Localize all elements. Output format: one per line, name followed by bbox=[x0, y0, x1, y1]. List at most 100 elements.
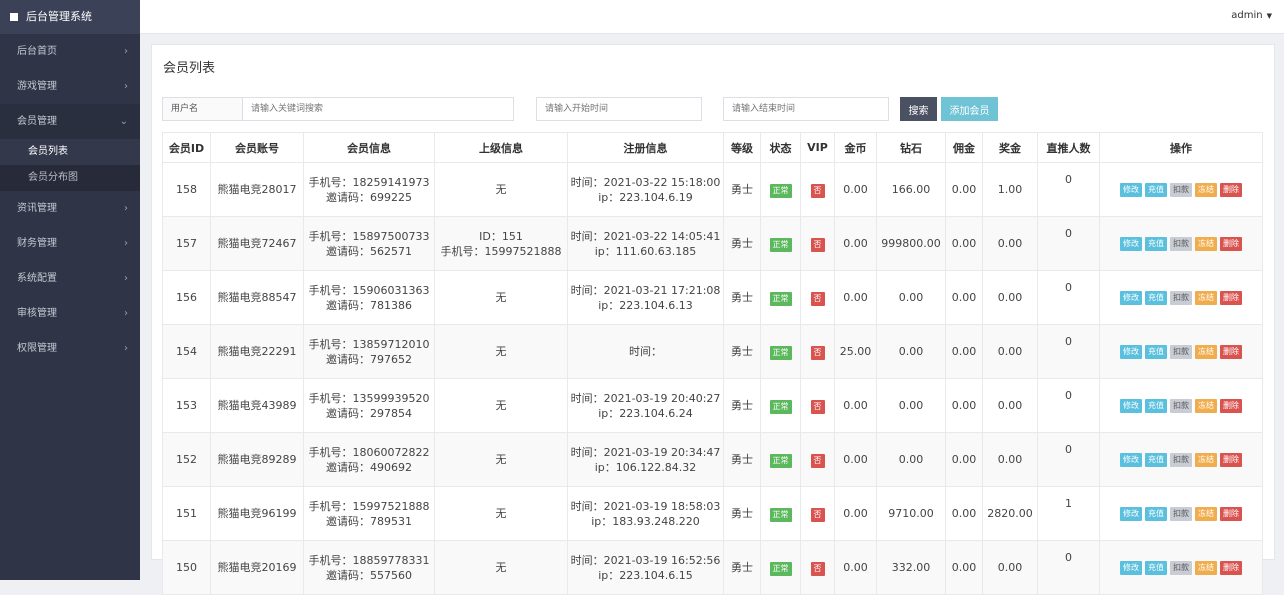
user-name: admin bbox=[1231, 10, 1263, 21]
direct-referrals: 0 bbox=[1037, 324, 1100, 379]
recharge-button[interactable]: 充值 bbox=[1145, 452, 1167, 467]
gold-value: 0.00 bbox=[834, 270, 877, 325]
sidebar-item-games[interactable]: 游戏管理 › bbox=[0, 69, 140, 104]
superior-line-2: 手机号：15997521888 bbox=[440, 244, 562, 258]
edit-button[interactable]: 修改 bbox=[1120, 506, 1142, 521]
delete-button[interactable]: 删除 bbox=[1220, 506, 1242, 521]
recharge-button[interactable]: 充值 bbox=[1145, 560, 1167, 575]
action-buttons: 修改 充值 扣款 冻结 删除 bbox=[1101, 560, 1262, 575]
member-info: 手机号：13859712010 邀请码：797652 bbox=[303, 324, 435, 379]
status-badge: 正常 bbox=[769, 399, 792, 414]
freeze-button[interactable]: 冻结 bbox=[1195, 398, 1217, 413]
table-row: 156 熊猫电竞88547 手机号：15906031363 邀请码：781386 无时间… bbox=[162, 270, 1263, 325]
delete-button[interactable]: 删除 bbox=[1220, 560, 1242, 575]
deduct-button[interactable]: 扣款 bbox=[1170, 560, 1192, 575]
gold-value: 0.00 bbox=[834, 162, 877, 217]
delete-button[interactable]: 删除 bbox=[1220, 236, 1242, 251]
status-cell: 正常 bbox=[760, 432, 801, 487]
keyword-input[interactable] bbox=[242, 97, 514, 121]
sidebar-item-review[interactable]: 审核管理 › bbox=[0, 296, 140, 331]
edit-button[interactable]: 修改 bbox=[1120, 290, 1142, 305]
freeze-button[interactable]: 冻结 bbox=[1195, 344, 1217, 359]
edit-button[interactable]: 修改 bbox=[1120, 236, 1142, 251]
chevron-right-icon: › bbox=[124, 343, 128, 354]
recharge-button[interactable]: 充值 bbox=[1145, 236, 1167, 251]
diamond-value: 9710.00 bbox=[876, 486, 946, 541]
freeze-button[interactable]: 冻结 bbox=[1195, 236, 1217, 251]
add-member-button[interactable]: 添加会员 bbox=[941, 97, 998, 121]
deduct-button[interactable]: 扣款 bbox=[1170, 290, 1192, 305]
action-buttons: 修改 充值 扣款 冻结 删除 bbox=[1101, 290, 1262, 305]
deduct-button[interactable]: 扣款 bbox=[1170, 182, 1192, 197]
commission-value: 0.00 bbox=[945, 540, 983, 595]
direct-referrals: 0 bbox=[1037, 432, 1100, 487]
bonus-value: 0.00 bbox=[982, 432, 1038, 487]
diamond-value: 999800.00 bbox=[876, 216, 946, 271]
action-buttons: 修改 充值 扣款 冻结 删除 bbox=[1101, 398, 1262, 413]
diamond-value: 0.00 bbox=[876, 324, 946, 379]
status-badge: 正常 bbox=[769, 561, 792, 576]
vip-cell: 否 bbox=[800, 540, 835, 595]
direct-referrals: 0 bbox=[1037, 270, 1100, 325]
search-button[interactable]: 搜索 bbox=[900, 97, 937, 121]
sidebar-item-news[interactable]: 资讯管理 › bbox=[0, 191, 140, 226]
recharge-button[interactable]: 充值 bbox=[1145, 182, 1167, 197]
column-header: 上级信息 bbox=[434, 132, 568, 163]
freeze-button[interactable]: 冻结 bbox=[1195, 290, 1217, 305]
vip-badge: 否 bbox=[810, 183, 825, 198]
delete-button[interactable]: 删除 bbox=[1220, 182, 1242, 197]
member-invite-code: 邀请码：789531 bbox=[326, 514, 412, 528]
sidebar-item-home[interactable]: 后台首页 › bbox=[0, 34, 140, 69]
register-ip: ip：223.104.6.15 bbox=[598, 568, 693, 582]
delete-button[interactable]: 删除 bbox=[1220, 290, 1242, 305]
deduct-button[interactable]: 扣款 bbox=[1170, 506, 1192, 521]
recharge-button[interactable]: 充值 bbox=[1145, 344, 1167, 359]
deduct-button[interactable]: 扣款 bbox=[1170, 344, 1192, 359]
delete-button[interactable]: 删除 bbox=[1220, 344, 1242, 359]
sidebar-item-label: 游戏管理 bbox=[17, 81, 57, 92]
edit-button[interactable]: 修改 bbox=[1120, 182, 1142, 197]
member-id: 153 bbox=[162, 378, 211, 433]
recharge-button[interactable]: 充值 bbox=[1145, 290, 1167, 305]
edit-button[interactable]: 修改 bbox=[1120, 398, 1142, 413]
sidebar-subitem-member-distribution[interactable]: 会员分布图 bbox=[28, 172, 78, 183]
freeze-button[interactable]: 冻结 bbox=[1195, 506, 1217, 521]
member-invite-code: 邀请码：781386 bbox=[326, 298, 412, 312]
start-time-input[interactable] bbox=[536, 97, 702, 121]
freeze-button[interactable]: 冻结 bbox=[1195, 182, 1217, 197]
sidebar-item-system[interactable]: 系统配置 › bbox=[0, 261, 140, 296]
username-label: 用户名 bbox=[162, 97, 242, 121]
column-header: 会员账号 bbox=[210, 132, 304, 163]
recharge-button[interactable]: 充值 bbox=[1145, 506, 1167, 521]
delete-button[interactable]: 删除 bbox=[1220, 452, 1242, 467]
vip-badge: 否 bbox=[810, 291, 825, 306]
diamond-value: 0.00 bbox=[876, 378, 946, 433]
sidebar-item-members[interactable]: 会员管理 ⌄ bbox=[0, 104, 140, 139]
deduct-button[interactable]: 扣款 bbox=[1170, 398, 1192, 413]
register-ip: ip：223.104.6.13 bbox=[598, 298, 693, 312]
superior-info: 无 bbox=[434, 270, 568, 325]
sidebar-subitem-member-list[interactable]: 会员列表 bbox=[0, 139, 140, 165]
member-id: 151 bbox=[162, 486, 211, 541]
edit-button[interactable]: 修改 bbox=[1120, 452, 1142, 467]
vip-cell: 否 bbox=[800, 432, 835, 487]
sidebar-item-finance[interactable]: 财务管理 › bbox=[0, 226, 140, 261]
commission-value: 0.00 bbox=[945, 486, 983, 541]
delete-button[interactable]: 删除 bbox=[1220, 398, 1242, 413]
edit-button[interactable]: 修改 bbox=[1120, 560, 1142, 575]
member-account: 熊猫电竞43989 bbox=[210, 378, 304, 433]
actions-cell: 修改 充值 扣款 冻结 删除 bbox=[1099, 324, 1263, 379]
vip-cell: 否 bbox=[800, 162, 835, 217]
status-cell: 正常 bbox=[760, 324, 801, 379]
user-menu[interactable]: admin ▼ bbox=[1231, 10, 1272, 21]
freeze-button[interactable]: 冻结 bbox=[1195, 452, 1217, 467]
sidebar-item-label: 系统配置 bbox=[17, 273, 57, 284]
recharge-button[interactable]: 充值 bbox=[1145, 398, 1167, 413]
deduct-button[interactable]: 扣款 bbox=[1170, 236, 1192, 251]
edit-button[interactable]: 修改 bbox=[1120, 344, 1142, 359]
register-info: 时间：2021-03-19 16:52:56 ip：223.104.6.15 bbox=[567, 540, 724, 595]
deduct-button[interactable]: 扣款 bbox=[1170, 452, 1192, 467]
sidebar-item-permissions[interactable]: 权限管理 › bbox=[0, 331, 140, 366]
freeze-button[interactable]: 冻结 bbox=[1195, 560, 1217, 575]
end-time-input[interactable] bbox=[723, 97, 889, 121]
